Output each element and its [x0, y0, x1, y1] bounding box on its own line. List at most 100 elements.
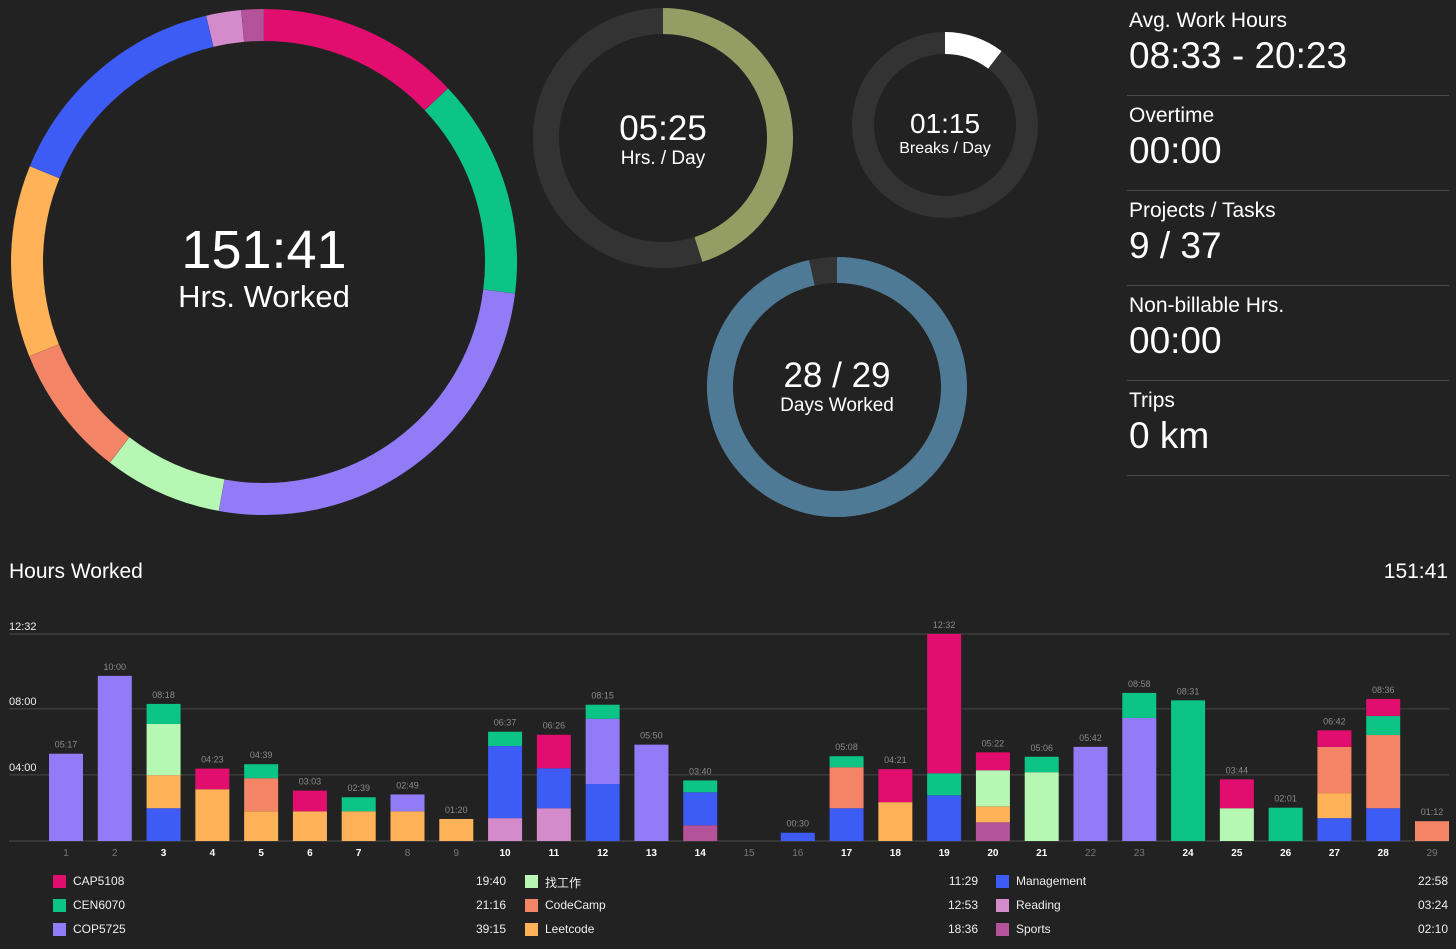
bar-segment-day11-CAP5108[interactable]	[536, 734, 571, 769]
bar-total-label: 04:21	[884, 755, 907, 765]
total-hours-caption: Hrs. Worked	[178, 279, 350, 314]
bar-segment-day8-COP5725[interactable]	[390, 794, 425, 812]
bar-total-label: 12:32	[933, 620, 956, 630]
bar-segment-day20-找工作[interactable]	[975, 770, 1010, 807]
hours-per-day-caption: Hrs. / Day	[620, 148, 706, 169]
days-worked-label: 28 / 29 Days Worked	[780, 357, 894, 417]
bar-segment-day28-CodeCamp[interactable]	[1366, 735, 1401, 809]
bar-segment-day3-Management[interactable]	[146, 808, 181, 841]
x-tick-label: 7	[356, 848, 362, 859]
bar-segment-day11-Reading[interactable]	[536, 808, 571, 841]
legend-total: 39:15	[475, 922, 506, 936]
bar-segment-day27-Leetcode[interactable]	[1317, 793, 1352, 819]
bar-segment-day18-Leetcode[interactable]	[878, 802, 913, 841]
bar-segment-day14-CEN6070[interactable]	[683, 780, 718, 793]
bar-segment-day8-Leetcode[interactable]	[390, 811, 425, 841]
bar-segment-day22-COP5725[interactable]	[1073, 746, 1108, 841]
bar-segment-day7-CEN6070[interactable]	[341, 797, 376, 812]
x-tick-label: 2	[112, 848, 118, 859]
bar-segment-day3-找工作[interactable]	[146, 724, 181, 776]
donut-slice-Sports	[241, 9, 265, 42]
bar-segment-day20-CAP5108[interactable]	[975, 752, 1010, 771]
bar-total-label: 05:42	[1079, 733, 1102, 743]
legend-item: Sports 02:10	[996, 920, 1448, 940]
bar-segment-day13-COP5725[interactable]	[634, 744, 669, 841]
bar-segment-day28-CAP5108[interactable]	[1366, 698, 1401, 717]
bar-total-label: 06:26	[543, 721, 566, 731]
bar-segment-day28-Management[interactable]	[1366, 808, 1401, 841]
bar-segment-day29-CodeCamp[interactable]	[1415, 821, 1449, 841]
bar-total-label: 08:15	[591, 691, 614, 701]
total-hours-value: 151:41	[181, 220, 347, 280]
x-tick-label: 18	[890, 848, 902, 859]
bar-segment-day6-Leetcode[interactable]	[292, 811, 327, 841]
bar-segment-day17-CEN6070[interactable]	[829, 756, 864, 768]
bar-segment-day27-Management[interactable]	[1317, 818, 1352, 841]
hours-worked-bar-chart: 04:00 08:00 12:32 05:17 1 10:00 2 08:18 3 04:23 4 0…	[9, 620, 1449, 859]
bar-segment-day20-Sports[interactable]	[975, 822, 1010, 841]
bar-segment-day18-CAP5108[interactable]	[878, 769, 913, 803]
hours-per-day-label: 05:25 Hrs. / Day	[619, 110, 707, 170]
bar-segment-day12-CEN6070[interactable]	[585, 704, 620, 719]
x-tick-label: 29	[1426, 848, 1438, 859]
bar-segment-day12-Management[interactable]	[585, 784, 620, 841]
bar-total-label: 10:00	[104, 662, 127, 672]
bar-segment-day19-Management[interactable]	[927, 795, 962, 841]
y-tick-label: 08:00	[9, 696, 37, 708]
bar-segment-day10-Management[interactable]	[488, 746, 523, 819]
bar-segment-day24-CEN6070[interactable]	[1171, 700, 1206, 841]
bar-segment-day2-COP5725[interactable]	[97, 675, 132, 841]
x-tick-label: 5	[258, 848, 264, 859]
bar-segment-day11-Management[interactable]	[536, 768, 571, 809]
bar-segment-day19-CEN6070[interactable]	[927, 773, 962, 796]
project-donut-chart	[11, 9, 517, 515]
bar-segment-day9-Leetcode[interactable]	[439, 818, 474, 841]
bar-segment-day27-CodeCamp[interactable]	[1317, 746, 1352, 794]
bar-segment-day16-Management[interactable]	[780, 832, 815, 841]
total-hours-label: 151:41 Hrs. Worked	[178, 221, 350, 315]
bar-segment-day21-找工作[interactable]	[1024, 772, 1059, 841]
bar-segment-day26-CEN6070[interactable]	[1268, 807, 1303, 841]
donut-slice-COP5725	[218, 289, 516, 515]
y-tick-label: 12:32	[9, 621, 37, 633]
bar-segment-day23-CEN6070[interactable]	[1122, 692, 1157, 718]
bar-segment-day3-Leetcode[interactable]	[146, 775, 181, 809]
bar-segment-day10-Reading[interactable]	[488, 818, 523, 841]
legend-total: 03:24	[1417, 898, 1448, 912]
hours-per-day-ring-fill	[662, 8, 793, 262]
bar-segment-day23-COP5725[interactable]	[1122, 717, 1157, 841]
bar-segment-day5-Leetcode[interactable]	[244, 811, 279, 841]
legend-total: 18:36	[947, 922, 978, 936]
bar-segment-day19-CAP5108[interactable]	[927, 634, 962, 774]
legend-total: 19:40	[475, 874, 506, 888]
bar-segment-day4-Leetcode[interactable]	[195, 789, 230, 841]
bar-segment-day4-CAP5108[interactable]	[195, 768, 230, 790]
legend-name: Sports	[1016, 922, 1051, 936]
bar-segment-day14-Sports[interactable]	[683, 825, 718, 841]
days-worked-value: 28 / 29	[783, 356, 891, 395]
bar-segment-day3-CEN6070[interactable]	[146, 703, 181, 725]
bar-segment-day17-CodeCamp[interactable]	[829, 767, 864, 809]
stat-value: 9 / 37	[1129, 225, 1222, 266]
bar-segment-day5-CodeCamp[interactable]	[244, 778, 279, 812]
x-tick-label: 4	[210, 848, 216, 859]
bar-segment-day12-COP5725[interactable]	[585, 718, 620, 785]
bar-segment-day14-Management[interactable]	[683, 792, 718, 826]
bar-segment-day10-CEN6070[interactable]	[488, 731, 523, 747]
x-tick-label: 16	[792, 848, 804, 859]
bar-segment-day28-CEN6070[interactable]	[1366, 716, 1401, 736]
bar-segment-day17-Management[interactable]	[829, 808, 864, 841]
bar-segment-day21-CEN6070[interactable]	[1024, 756, 1059, 773]
stat-value: 0 km	[1129, 415, 1210, 456]
bar-segment-day7-Leetcode[interactable]	[341, 811, 376, 841]
bar-segment-day27-CAP5108[interactable]	[1317, 730, 1352, 747]
bar-segment-day25-找工作[interactable]	[1219, 808, 1254, 841]
bar-segment-day25-CAP5108[interactable]	[1219, 779, 1254, 809]
legend-name: COP5725	[73, 922, 126, 936]
bar-total-label: 08:36	[1372, 685, 1395, 695]
bar-segment-day6-CAP5108[interactable]	[292, 790, 327, 812]
bar-segment-day5-CEN6070[interactable]	[244, 764, 279, 779]
bar-segment-day20-Leetcode[interactable]	[975, 806, 1010, 823]
bar-total-label: 00:30	[787, 819, 810, 829]
bar-segment-day1-COP5725[interactable]	[49, 753, 83, 841]
